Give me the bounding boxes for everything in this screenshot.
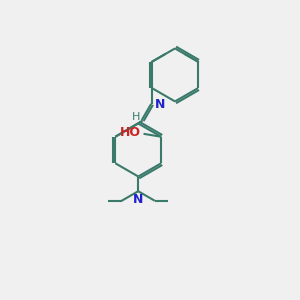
Text: N: N bbox=[154, 98, 165, 111]
Text: N: N bbox=[133, 193, 143, 206]
Text: H: H bbox=[132, 112, 140, 122]
Text: HO: HO bbox=[120, 126, 141, 139]
